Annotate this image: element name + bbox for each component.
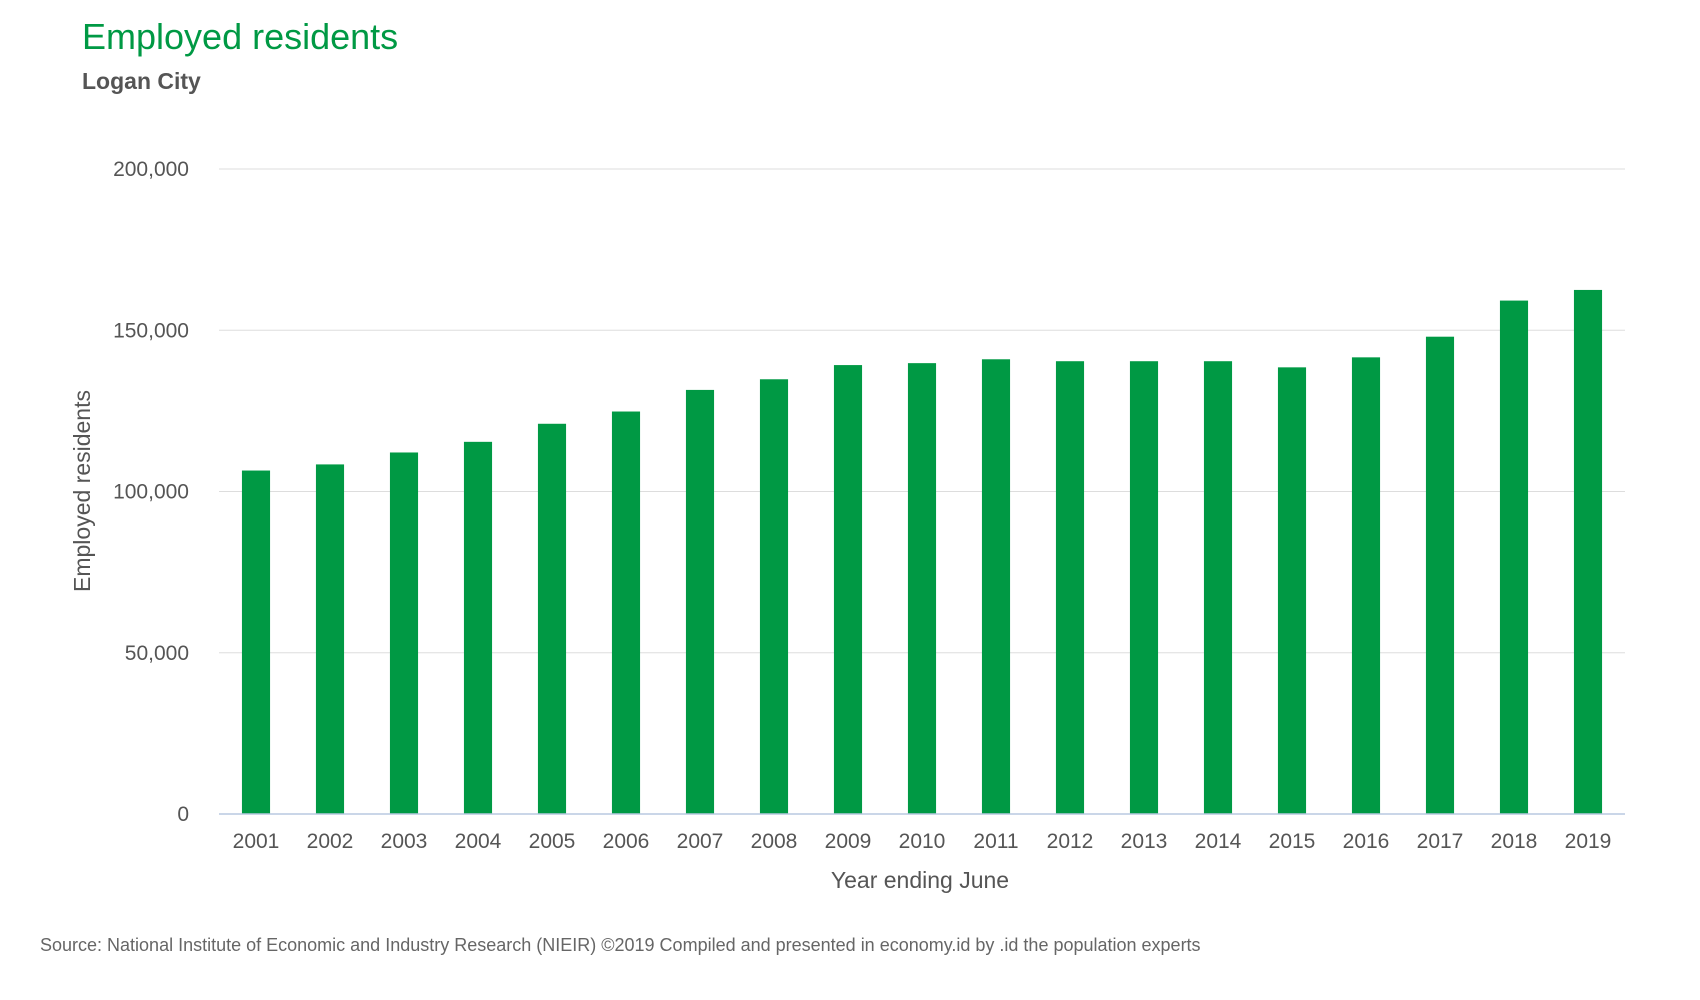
y-tick-label: 100,000 bbox=[113, 481, 189, 504]
bar-2012 bbox=[1055, 361, 1085, 814]
bar-2019 bbox=[1573, 289, 1603, 814]
x-tick-label: 2008 bbox=[751, 830, 798, 853]
x-tick-label: 2007 bbox=[677, 830, 724, 853]
bar-2004 bbox=[463, 441, 493, 814]
y-axis-ticks: 0 50,000 100,000 150,000 200,000 bbox=[113, 158, 189, 826]
bar-2005 bbox=[537, 423, 567, 814]
bar-2015 bbox=[1277, 367, 1307, 814]
bar-2002 bbox=[315, 464, 345, 814]
x-tick-label: 2013 bbox=[1121, 830, 1168, 853]
x-tick-label: 2017 bbox=[1417, 830, 1464, 853]
chart-subtitle: Logan City bbox=[82, 68, 201, 94]
bar-2013 bbox=[1129, 361, 1159, 814]
x-axis-label: Year ending June bbox=[831, 867, 1009, 893]
bar-2014 bbox=[1203, 361, 1233, 814]
y-tick-label: 150,000 bbox=[113, 319, 189, 342]
source-note: Source: National Institute of Economic a… bbox=[40, 935, 1201, 955]
x-tick-label: 2003 bbox=[381, 830, 428, 853]
x-tick-label: 2009 bbox=[825, 830, 872, 853]
bar-2017 bbox=[1425, 336, 1455, 814]
x-tick-label: 2002 bbox=[307, 830, 354, 853]
x-tick-label: 2014 bbox=[1195, 830, 1242, 853]
x-tick-label: 2015 bbox=[1269, 830, 1316, 853]
bar-2001 bbox=[241, 470, 271, 814]
x-tick-label: 2010 bbox=[899, 830, 946, 853]
bar-2007 bbox=[685, 389, 715, 814]
y-tick-label: 0 bbox=[177, 803, 189, 826]
x-tick-label: 2012 bbox=[1047, 830, 1094, 853]
bars bbox=[241, 289, 1603, 815]
chart-title: Employed residents bbox=[82, 16, 399, 57]
bar-2011 bbox=[981, 359, 1011, 814]
x-tick-label: 2004 bbox=[455, 830, 502, 853]
bar-2010 bbox=[907, 363, 937, 814]
bar-2006 bbox=[611, 411, 641, 814]
bar-2009 bbox=[833, 365, 863, 814]
x-tick-label: 2011 bbox=[973, 830, 1018, 853]
y-tick-label: 50,000 bbox=[125, 642, 189, 665]
x-tick-label: 2006 bbox=[603, 830, 650, 853]
bar-2018 bbox=[1499, 300, 1529, 815]
bar-2016 bbox=[1351, 357, 1381, 814]
y-axis-label: Employed residents bbox=[69, 390, 95, 592]
x-tick-label: 2005 bbox=[529, 830, 576, 853]
x-axis-ticks: 2001 2002 2003 2004 2005 2006 2007 2008 2009 2010… bbox=[233, 830, 1612, 853]
bar-2003 bbox=[389, 452, 419, 814]
x-tick-label: 2019 bbox=[1565, 830, 1612, 853]
x-tick-label: 2016 bbox=[1343, 830, 1390, 853]
x-tick-label: 2018 bbox=[1491, 830, 1538, 853]
bar-2008 bbox=[759, 379, 789, 814]
y-tick-label: 200,000 bbox=[113, 158, 189, 181]
x-tick-label: 2001 bbox=[233, 830, 280, 853]
